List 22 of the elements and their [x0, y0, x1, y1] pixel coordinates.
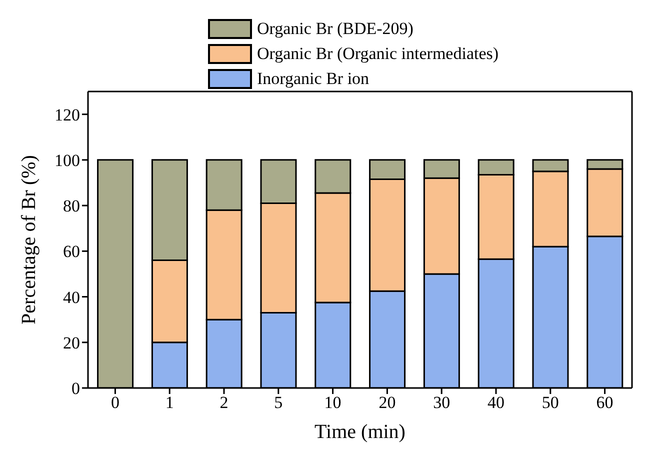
y-tick-label: 60	[63, 242, 80, 262]
y-tick-label: 20	[63, 333, 80, 352]
y-tick-label: 80	[63, 196, 80, 216]
x-tick-label: 60	[596, 393, 614, 412]
y-tick-label: 0	[72, 379, 80, 398]
x-tick-label: 20	[378, 393, 396, 412]
y-axis-title: Percentage of Br (%)	[18, 155, 40, 324]
x-tick-label: 40	[488, 393, 504, 412]
y-tick-label: 120	[54, 105, 80, 124]
x-tick-label: 5	[274, 393, 283, 412]
legend-label: Organic Br (Organic intermediates)	[257, 44, 499, 64]
y-tick-label: 100	[54, 150, 80, 170]
x-tick-label: 0	[110, 393, 120, 412]
x-tick-label: 50	[542, 393, 559, 412]
x-axis-title: Time (min)	[314, 421, 406, 443]
x-tick-label: 1	[165, 393, 174, 412]
x-tick-label: 30	[433, 393, 450, 412]
legend-label: Organic Br (BDE-209)	[257, 18, 414, 38]
y-tick-label: 40	[63, 288, 80, 307]
x-tick-label: 10	[324, 393, 342, 412]
x-tick-label: 2	[220, 393, 228, 412]
legend-label: Inorganic Br ion	[257, 68, 370, 88]
